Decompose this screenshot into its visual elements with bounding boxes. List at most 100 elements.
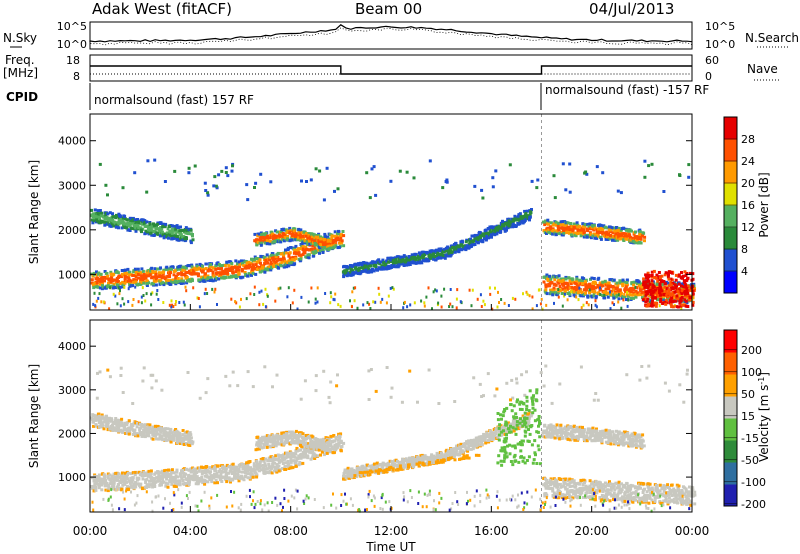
cell [394, 265, 398, 269]
cell [683, 290, 687, 294]
cell [213, 290, 216, 294]
cell [284, 468, 288, 471]
cell [377, 258, 381, 262]
cell [228, 469, 232, 473]
cell [660, 289, 664, 293]
cell [511, 222, 515, 226]
cell [396, 260, 400, 264]
cell [202, 471, 206, 474]
cell [158, 478, 162, 482]
cell [275, 264, 279, 268]
cell [165, 267, 169, 271]
cell [568, 279, 572, 283]
cell [214, 264, 218, 268]
cell [162, 283, 166, 287]
cell [165, 233, 169, 237]
cell [424, 251, 428, 255]
cell [651, 283, 655, 287]
cell [231, 467, 235, 471]
cell [171, 227, 175, 231]
cell [569, 282, 573, 286]
cell [647, 289, 651, 293]
cell [184, 472, 188, 476]
colorbar-tick-label: 24 [741, 155, 755, 168]
cell [578, 278, 582, 282]
cell [642, 277, 646, 281]
cell [126, 228, 130, 232]
cell [333, 189, 336, 193]
cell [168, 229, 172, 233]
cell [278, 234, 282, 238]
cell [281, 232, 285, 235]
cell [479, 236, 482, 239]
cell [304, 245, 308, 249]
cell [116, 483, 120, 487]
cell [469, 237, 473, 241]
cell [204, 468, 208, 472]
cell [190, 272, 194, 276]
cell [609, 228, 613, 232]
cell [117, 486, 121, 490]
cell [301, 247, 305, 251]
cell [301, 453, 305, 457]
cell [686, 277, 689, 281]
cell [159, 279, 163, 283]
cell [408, 263, 412, 266]
cell [111, 279, 115, 283]
cell [658, 288, 661, 292]
cell [130, 227, 134, 230]
cell [305, 180, 308, 183]
cell [161, 474, 164, 478]
cell [455, 297, 458, 301]
cell [356, 272, 360, 275]
cell [166, 485, 170, 489]
cell [330, 445, 334, 449]
cell [610, 292, 613, 296]
cell [693, 287, 696, 291]
cell [98, 209, 102, 212]
cell [576, 286, 580, 290]
cell [198, 266, 202, 270]
cell [295, 446, 299, 450]
cell [121, 273, 125, 277]
cell [435, 289, 438, 293]
cell [412, 176, 416, 180]
colorbar-tick-label: 8 [741, 243, 748, 256]
cell [192, 270, 196, 274]
cell [216, 481, 219, 485]
cell [183, 265, 187, 269]
cell [494, 286, 496, 290]
cell [133, 472, 137, 476]
cell [571, 228, 575, 232]
cell [223, 264, 227, 268]
cell [109, 218, 113, 222]
cell [330, 439, 334, 443]
cell [461, 245, 465, 249]
cell [189, 476, 193, 480]
cell [256, 435, 260, 439]
cell [147, 469, 151, 473]
cell [131, 471, 135, 475]
cell [590, 287, 594, 291]
cell [674, 278, 678, 282]
cell [406, 305, 409, 309]
cell [498, 225, 502, 229]
cell [414, 261, 418, 265]
cell [275, 464, 279, 468]
cell [127, 471, 130, 475]
cell [549, 277, 553, 281]
cell [685, 294, 689, 298]
cell [189, 279, 193, 283]
cell [616, 189, 620, 193]
cell [185, 236, 188, 240]
cell [681, 276, 684, 280]
cell [282, 257, 286, 261]
cell [337, 303, 340, 307]
cell [680, 289, 684, 293]
cell [407, 255, 411, 259]
cell [389, 256, 393, 260]
cell [563, 290, 567, 294]
cell [598, 288, 602, 292]
cell [369, 307, 372, 310]
